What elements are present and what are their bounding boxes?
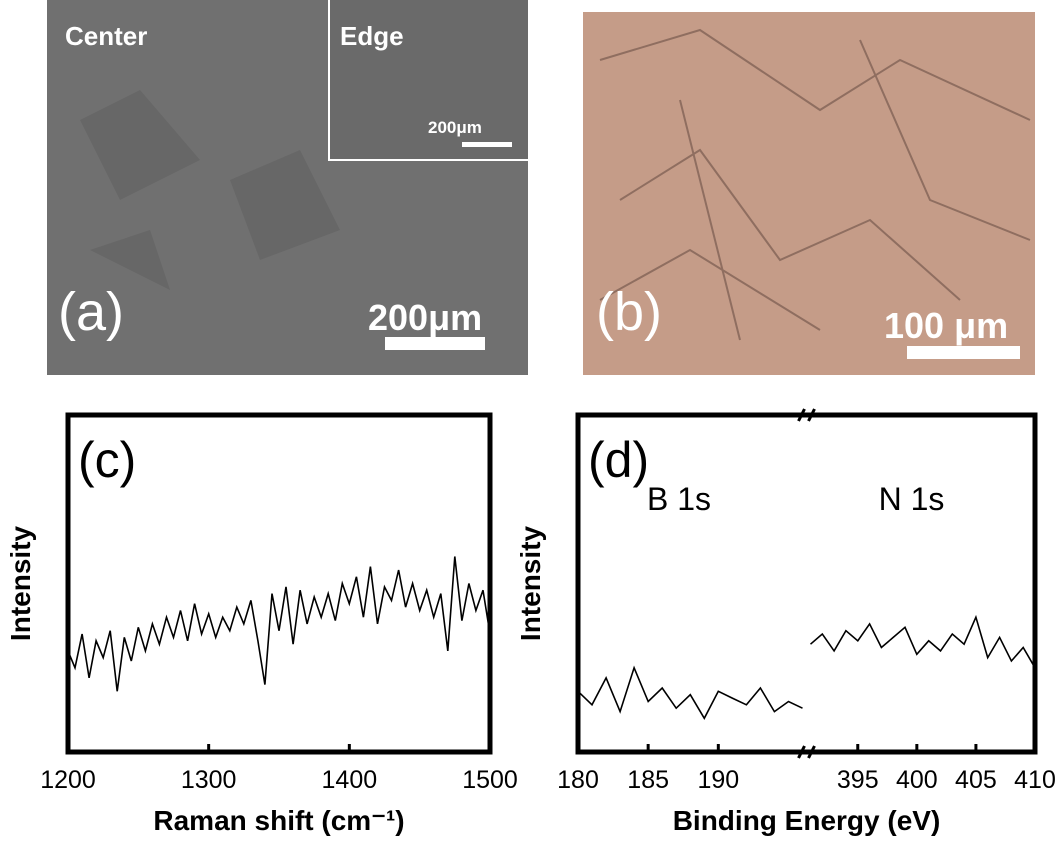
x-tick-label: 1300: [181, 766, 237, 794]
inset-frame: [328, 0, 530, 161]
data-line: [809, 614, 1036, 669]
panel-label: (b): [596, 282, 662, 342]
y-axis-label: Intensity: [515, 526, 546, 642]
data-line: [577, 665, 803, 720]
x-tick-label: 1500: [462, 766, 518, 794]
panel-label: (a): [58, 282, 124, 342]
x-tick-label: 1200: [40, 766, 96, 794]
scale-bar: [907, 346, 1020, 359]
peak-label: N 1s: [879, 481, 945, 517]
x-tick-label: 395: [837, 766, 879, 794]
x-tick-label: 190: [697, 766, 739, 794]
grain-texture: [80, 90, 340, 290]
x-tick-label: 185: [627, 766, 669, 794]
x-tick-label: 410: [1014, 766, 1056, 794]
scale-bar: [385, 337, 485, 350]
image-label: Center: [65, 21, 147, 51]
inset-label: Edge: [340, 21, 404, 51]
plot-frame: [65, 412, 493, 755]
x-tick-label: 400: [896, 766, 938, 794]
x-tick-label: 405: [955, 766, 997, 794]
scale-label: 100 μm: [884, 305, 1008, 346]
panel-label: (c): [78, 432, 136, 488]
inset-scale-label: 200μm: [428, 118, 482, 137]
x-axis-label: Binding Energy (eV): [673, 805, 941, 836]
x-tick-label: 1400: [322, 766, 378, 794]
peak-label: B 1s: [647, 481, 711, 517]
data-line: [67, 556, 491, 692]
x-tick-label: 180: [557, 766, 599, 794]
plot-frame: [575, 412, 1038, 755]
y-axis-label: Intensity: [5, 526, 36, 642]
axis-break: [797, 745, 816, 759]
optical-image: [583, 12, 1035, 375]
panel-label: (d): [588, 432, 649, 488]
grain-boundaries: [599, 28, 1031, 341]
x-axis-label: Raman shift (cm⁻¹): [153, 805, 404, 836]
scale-label: 200μm: [368, 297, 482, 338]
axis-break: [797, 408, 816, 422]
inset-scale-bar: [462, 142, 512, 147]
